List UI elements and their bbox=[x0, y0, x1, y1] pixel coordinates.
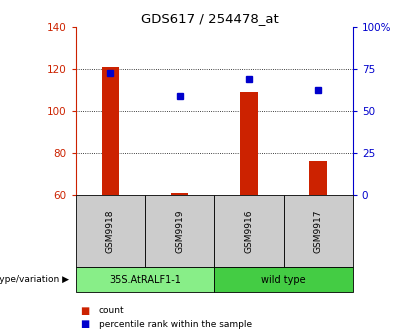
Text: percentile rank within the sample: percentile rank within the sample bbox=[99, 320, 252, 329]
Bar bbox=[102, 67, 119, 195]
Text: GSM9919: GSM9919 bbox=[175, 209, 184, 253]
Text: ■: ■ bbox=[80, 319, 89, 329]
Text: GSM9918: GSM9918 bbox=[106, 209, 115, 253]
Text: GSM9916: GSM9916 bbox=[244, 209, 253, 253]
Text: 35S.AtRALF1-1: 35S.AtRALF1-1 bbox=[109, 275, 181, 285]
Text: GSM9917: GSM9917 bbox=[314, 209, 323, 253]
Bar bbox=[310, 161, 327, 195]
Text: wild type: wild type bbox=[261, 275, 306, 285]
Text: count: count bbox=[99, 306, 124, 315]
Text: genotype/variation ▶: genotype/variation ▶ bbox=[0, 275, 69, 284]
Text: GDS617 / 254478_at: GDS617 / 254478_at bbox=[141, 12, 279, 25]
Bar bbox=[240, 92, 257, 195]
Bar bbox=[171, 193, 188, 195]
Text: ■: ■ bbox=[80, 306, 89, 316]
